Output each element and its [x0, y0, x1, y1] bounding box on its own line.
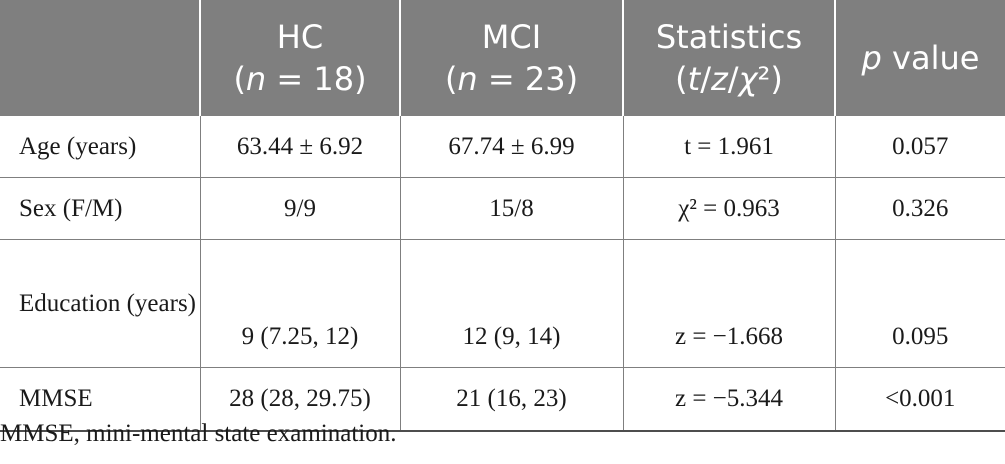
cell-hc: 9/9	[199, 177, 400, 240]
table-row: Education (years) 9 (7.25, 12) 12 (9, 14…	[0, 239, 1005, 368]
row-label: MMSE	[0, 367, 200, 432]
header-statistics-title: Statistics	[655, 18, 803, 56]
header-p-value: p value	[834, 0, 1005, 116]
header-empty-cell	[0, 0, 200, 116]
table-body: Age (years) 63.44 ± 6.92 67.74 ± 6.99 t …	[0, 116, 1005, 432]
header-mci: MCI (n = 23)	[399, 0, 623, 116]
cell-statistic: z = −1.668	[622, 239, 835, 368]
cell-mci: 15/8	[399, 177, 623, 240]
cell-statistic: t = 1.961	[622, 116, 835, 178]
cell-hc: 9 (7.25, 12)	[199, 239, 400, 368]
header-mci-title: MCI	[481, 18, 542, 56]
demographics-table-container: HC (n = 18) MCI (n = 23) Statistics (t/z…	[0, 0, 1005, 432]
cell-mci: 21 (16, 23)	[399, 367, 623, 432]
cell-p-value: 0.095	[834, 239, 1005, 368]
cell-mci: 12 (9, 14)	[399, 239, 623, 368]
cell-statistic: χ² = 0.963	[622, 177, 835, 240]
cell-hc: 28 (28, 29.75)	[199, 367, 400, 432]
header-statistics: Statistics (t/z/χ²)	[622, 0, 835, 116]
header-mci-n: (n = 23)	[444, 60, 579, 98]
table-row: Sex (F/M) 9/9 15/8 χ² = 0.963 0.326	[0, 177, 1005, 240]
demographics-table: HC (n = 18) MCI (n = 23) Statistics (t/z…	[0, 0, 1005, 432]
header-hc: HC (n = 18)	[199, 0, 400, 116]
header-row: HC (n = 18) MCI (n = 23) Statistics (t/z…	[0, 0, 1005, 116]
row-label: Sex (F/M)	[0, 177, 200, 240]
table-footnote: MMSE, mini-mental state examination.	[0, 420, 397, 447]
row-label: Education (years)	[0, 239, 200, 368]
table-header: HC (n = 18) MCI (n = 23) Statistics (t/z…	[0, 0, 1005, 116]
header-p-value-label: p value	[861, 39, 980, 77]
header-hc-n: (n = 18)	[233, 60, 367, 98]
cell-p-value: 0.326	[834, 177, 1005, 240]
cell-mci: 67.74 ± 6.99	[399, 116, 623, 178]
cell-p-value: <0.001	[834, 367, 1005, 432]
table-row: Age (years) 63.44 ± 6.92 67.74 ± 6.99 t …	[0, 116, 1005, 178]
table-row: MMSE 28 (28, 29.75) 21 (16, 23) z = −5.3…	[0, 367, 1005, 432]
cell-hc: 63.44 ± 6.92	[199, 116, 400, 178]
row-label: Age (years)	[0, 116, 200, 178]
header-hc-title: HC	[276, 18, 324, 56]
cell-statistic: z = −5.344	[622, 367, 835, 432]
header-statistics-type: (t/z/χ²)	[675, 60, 783, 98]
cell-p-value: 0.057	[834, 116, 1005, 178]
